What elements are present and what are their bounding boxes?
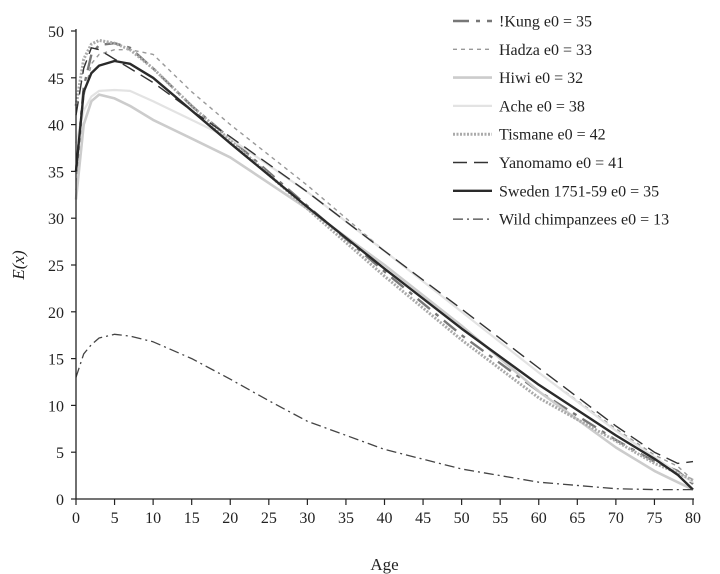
series-line-4 <box>74 88 694 484</box>
x-tick-label: 25 <box>261 510 277 527</box>
x-tick-label: 80 <box>685 510 701 527</box>
plot-lines <box>74 38 694 491</box>
x-tick-label: 35 <box>338 510 354 527</box>
y-ticks: 0 5 10 15 20 25 30 35 40 45 50 <box>48 24 76 509</box>
x-tick-label: 15 <box>184 510 200 527</box>
x-ticks: 0 5 10 15 20 25 30 35 40 45 50 55 60 65 70 75 80 <box>72 499 701 527</box>
y-tick-label: 35 <box>48 164 64 181</box>
y-axis-title: E(x) <box>9 250 28 281</box>
series-line-5 <box>74 38 694 482</box>
y-tick-label: 0 <box>56 492 64 509</box>
legend-label-7: Sweden 1751-59 e0 = 35 <box>499 183 659 200</box>
x-tick-label: 10 <box>145 510 161 527</box>
x-tick-label: 5 <box>111 510 119 527</box>
legend-label-1: !Kung e0 = 35 <box>499 14 592 31</box>
x-tick-label: 0 <box>72 510 80 527</box>
y-tick-label: 10 <box>48 398 64 415</box>
x-tick-label: 20 <box>222 510 238 527</box>
x-tick-label: 75 <box>646 510 662 527</box>
legend-label-2: Hadza e0 = 33 <box>499 42 592 59</box>
y-tick-label: 15 <box>48 352 64 369</box>
x-tick-label: 40 <box>377 510 393 527</box>
y-tick-label: 25 <box>48 258 64 275</box>
series-line-7 <box>74 59 694 491</box>
y-tick-label: 50 <box>48 24 64 41</box>
axes: 0 5 10 15 20 25 30 35 40 45 50 55 60 65 70 75 80 0 5 10 15 2… <box>48 24 701 527</box>
x-axis-title: Age <box>370 555 398 574</box>
x-tick-label: 65 <box>569 510 585 527</box>
y-tick-label: 5 <box>56 445 64 462</box>
y-tick-label: 20 <box>48 305 64 322</box>
x-tick-label: 45 <box>415 510 431 527</box>
series-line-6 <box>75 47 694 465</box>
series-line-8 <box>75 333 693 491</box>
series-line-3 <box>74 93 694 491</box>
legend-label-3: Hiwi e0 = 32 <box>499 70 583 87</box>
legend-label-6: Yanomamo e0 = 41 <box>499 155 624 172</box>
legend-label-8: Wild chimpanzees e0 = 13 <box>499 212 669 229</box>
x-tick-label: 50 <box>454 510 470 527</box>
x-tick-label: 70 <box>608 510 624 527</box>
series-line-2 <box>75 49 694 481</box>
x-tick-label: 60 <box>531 510 547 527</box>
legend: !Kung e0 = 35 Hadza e0 = 33 Hiwi e0 = 32 Ac… <box>453 14 669 229</box>
x-tick-label: 30 <box>299 510 315 527</box>
legend-label-4: Ache e0 = 38 <box>499 98 585 115</box>
x-tick-label: 55 <box>492 510 508 527</box>
y-tick-label: 30 <box>48 211 64 228</box>
legend-label-5: Tismane e0 = 42 <box>499 127 606 144</box>
y-tick-label: 45 <box>48 71 64 88</box>
y-tick-label: 40 <box>48 118 64 135</box>
